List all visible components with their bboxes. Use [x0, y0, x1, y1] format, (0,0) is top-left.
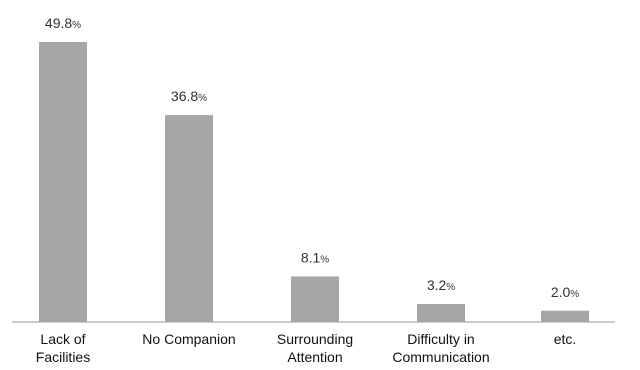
category-label-5: etc.	[554, 331, 577, 347]
value-label-3: 8.1%	[301, 249, 329, 265]
bar-3	[291, 276, 339, 322]
bar-5	[541, 310, 589, 322]
category-label-2: No Companion	[142, 331, 235, 347]
value-label-1: 49.8%	[45, 15, 81, 31]
category-label-3: Surrounding Attention	[277, 331, 353, 365]
bar-1	[39, 42, 87, 322]
category-label-1: Lack of Facilities	[36, 331, 90, 365]
bar-2	[165, 115, 213, 322]
value-label-4: 3.2%	[427, 277, 455, 293]
value-label-5: 2.0%	[551, 284, 579, 300]
value-labels: 49.8% 36.8% 8.1% 3.2% 2.0%	[45, 15, 579, 300]
category-label-4: Difficulty in Communication	[392, 331, 489, 365]
value-label-2: 36.8%	[171, 88, 207, 104]
bars	[39, 42, 589, 322]
category-labels: Lack of Facilities No Companion Surrounding…	[36, 331, 577, 365]
bar-4	[417, 304, 465, 322]
